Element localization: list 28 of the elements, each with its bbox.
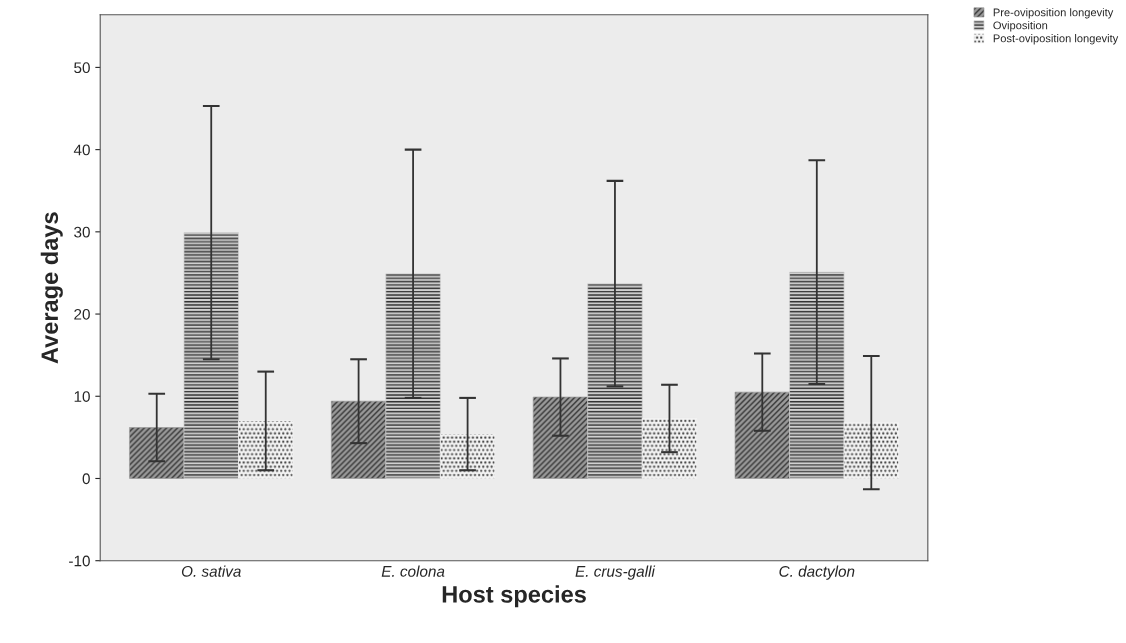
- y-tick-label: 0: [82, 473, 90, 485]
- x-axis-title: Host species: [442, 585, 586, 608]
- bar: [843, 422, 899, 479]
- bar: [439, 433, 496, 479]
- bar: [385, 273, 441, 479]
- bar: [641, 418, 698, 479]
- y-tick-label: 10: [74, 391, 90, 402]
- bar: [183, 232, 239, 479]
- x-tick-label: E. crus-galli: [575, 565, 656, 580]
- x-tick-label: E. colona: [381, 565, 445, 577]
- y-tick-label: 40: [73, 144, 90, 156]
- bar: [587, 283, 643, 479]
- bar: [330, 400, 387, 479]
- x-tick-label: O. sativa: [181, 565, 241, 577]
- bar: [238, 420, 294, 479]
- bar: [129, 427, 185, 479]
- y-axis-title: Average days: [40, 212, 63, 364]
- legend-label: Oviposition: [993, 21, 1048, 32]
- bar: [789, 271, 845, 479]
- legend-label: Pre-oviposition longevity: [993, 8, 1114, 19]
- y-tick-label: 20: [74, 308, 90, 320]
- bar: [734, 391, 790, 479]
- x-tick-label: C. dactylon: [779, 565, 855, 580]
- y-tick-label: 50: [74, 62, 90, 74]
- legend-label: Post-oviposition longevity: [993, 34, 1119, 45]
- y-tick-label: -10: [69, 555, 90, 567]
- y-tick-label: 30: [74, 226, 90, 238]
- bar: [532, 396, 589, 479]
